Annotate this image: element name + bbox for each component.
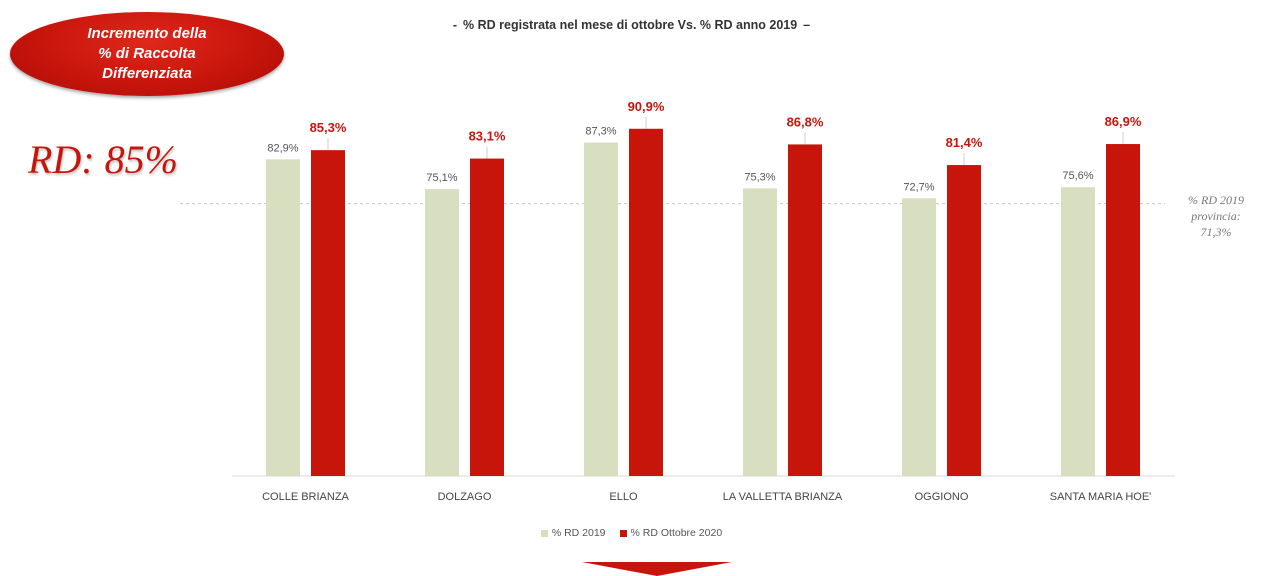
legend-label-2019: % RD 2019 [551,527,606,539]
data-label-2019-1: 75,1% [426,172,457,184]
legend-swatch-2019 [540,529,548,537]
data-label-2019-0: 82,9% [267,142,298,154]
bar-2020-0 [311,150,345,477]
bar-2019-0 [266,159,300,476]
legend-item-2020: % RD Ottobre 2020 [619,527,723,539]
bar-2019-1 [425,189,459,477]
bar-2019-4 [902,198,936,476]
bar-2020-3 [788,144,822,476]
x-tick-label-0: COLLE BRIANZA [262,491,349,503]
bar-2020-2 [629,128,663,476]
data-label-2019-2: 87,3% [585,126,616,138]
x-tick-label-5: SANTA MARIA HOE' [1050,491,1152,503]
chart-title: -% RD registrata nel mese di ottobre Vs.… [0,18,1263,32]
legend: % RD 2019 % RD Ottobre 2020 [0,527,1263,539]
title-text: % RD registrata nel mese di ottobre Vs. … [463,18,798,32]
bar-2019-5 [1061,187,1095,476]
reference-line-label: % RD 2019 provincia: 71,3% [1188,193,1244,239]
data-label-2019-3: 75,3% [744,171,775,183]
x-tick-label-4: OGGIONO [915,491,969,503]
data-label-2020-5: 86,9% [1105,114,1142,129]
x-tick-label-3: LA VALLETTA BRIANZA [723,491,843,503]
title-prefix: - [452,18,458,32]
legend-label-2020: % RD Ottobre 2020 [630,527,723,539]
legend-item-2019: % RD 2019 [540,527,606,539]
data-label-2020-0: 85,3% [310,120,347,135]
badge-text: Incremento della % di Raccolta Differenz… [87,25,207,82]
badge-incremento: Incremento della % di Raccolta Differenz… [10,12,284,96]
title-suffix: – [803,18,811,32]
rd-total-label: RD: 85% [28,137,178,182]
data-label-2020-4: 81,4% [946,135,983,150]
bar-2020-4 [947,165,981,476]
data-label-2020-1: 83,1% [469,129,506,144]
bar-2020-1 [470,158,504,477]
x-tick-label-2: ELLO [609,491,638,503]
bar-2019-3 [743,188,777,476]
down-arrow-icon [582,562,732,576]
data-label-2020-3: 86,8% [787,114,824,129]
data-label-2020-2: 90,9% [628,99,665,114]
data-label-2019-4: 72,7% [903,181,934,193]
bar-2020-5 [1106,144,1140,477]
x-tick-label-1: DOLZAGO [438,491,492,503]
data-label-2019-5: 75,6% [1062,170,1093,182]
legend-swatch-2020 [619,529,627,537]
bar-2019-2 [584,142,618,476]
